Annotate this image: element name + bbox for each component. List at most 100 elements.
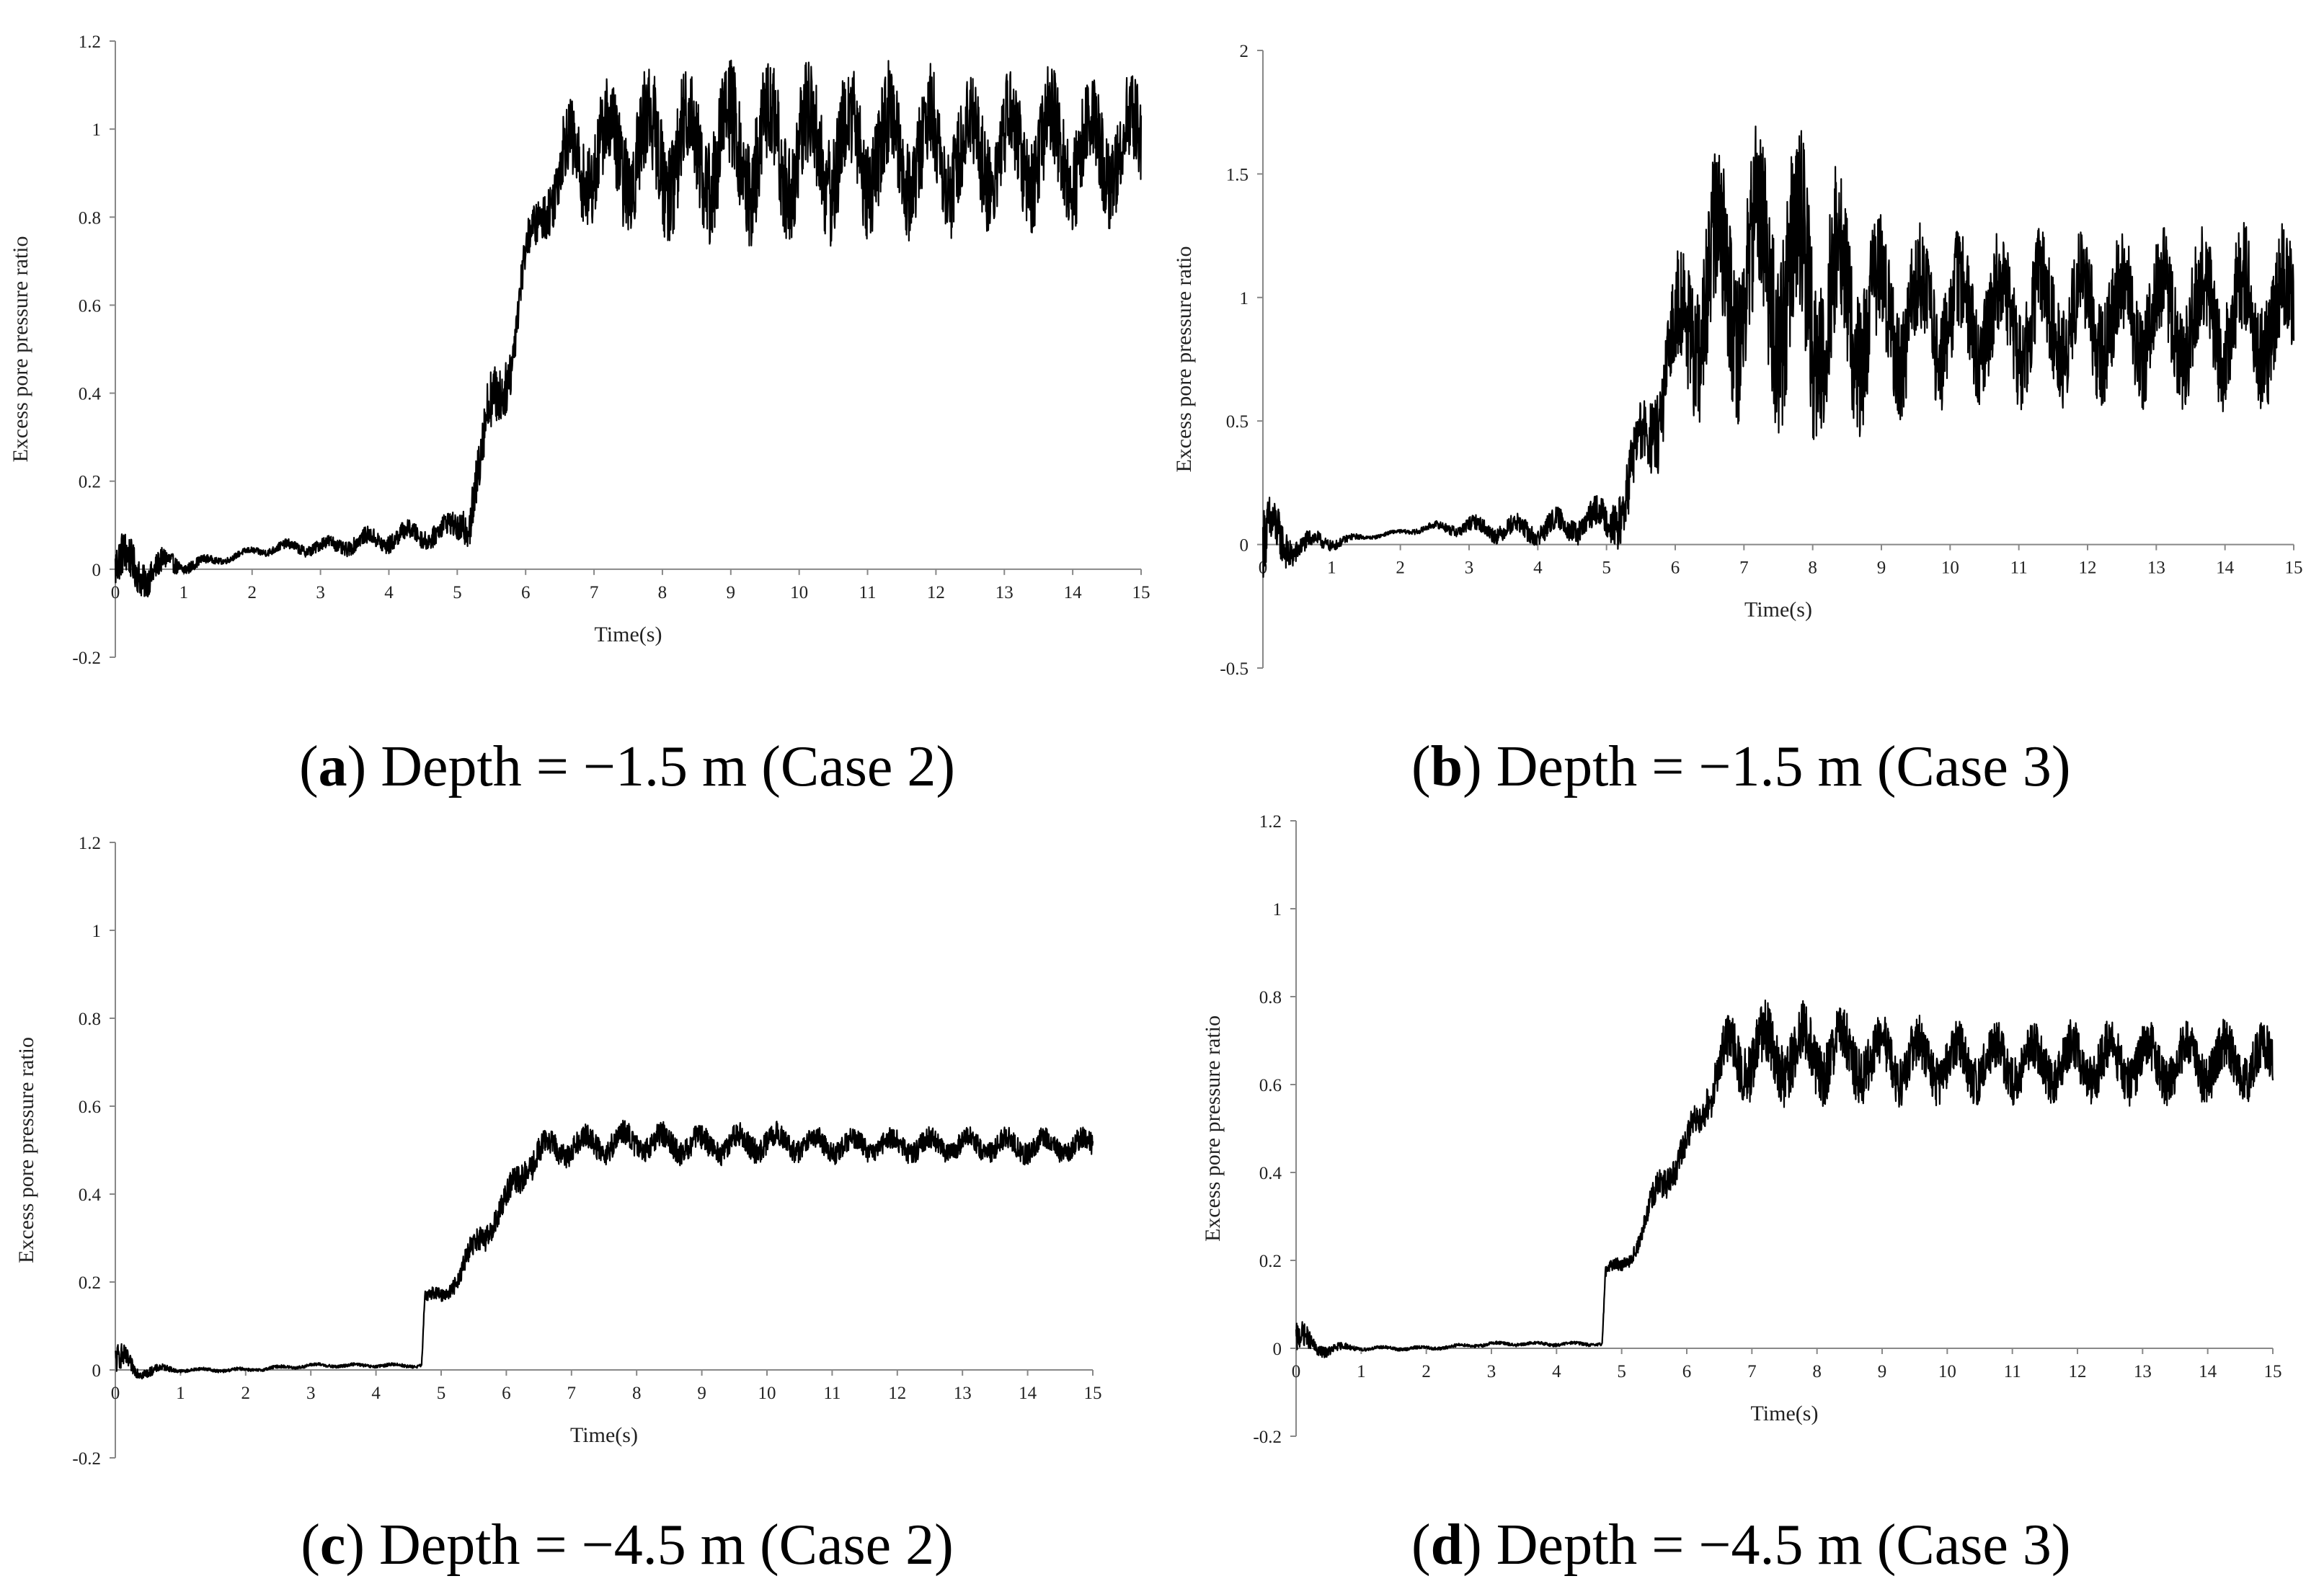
y-axis-title: Excess pore pressure ratio xyxy=(9,236,32,462)
x-tick-label: 2 xyxy=(247,583,257,602)
x-tick-label: 11 xyxy=(2004,1362,2021,1381)
y-tick-label: 2 xyxy=(1240,42,1249,61)
x-tick-label: 0 xyxy=(111,1384,120,1403)
x-tick-label: 13 xyxy=(2147,558,2165,578)
x-tick-label: 1 xyxy=(176,1384,185,1403)
x-tick-label: 3 xyxy=(316,583,325,602)
x-tick-label: 0 xyxy=(1292,1362,1301,1381)
x-tick-label: 4 xyxy=(371,1384,381,1403)
x-tick-label: 11 xyxy=(859,583,876,602)
x-tick-label: 8 xyxy=(1808,558,1817,578)
x-tick-label: 6 xyxy=(1682,1362,1692,1381)
x-tick-label: 10 xyxy=(758,1384,776,1403)
x-tick-label: 8 xyxy=(658,583,668,602)
x-tick-label: 5 xyxy=(1602,558,1611,578)
x-tick-label: 2 xyxy=(241,1384,251,1403)
y-tick-label: 1 xyxy=(92,922,102,941)
y-tick-label: 1.2 xyxy=(79,32,101,52)
panel-caption: (b) Depth = −1.5 m (Case 3) xyxy=(1411,735,2071,798)
y-tick-label: -0.5 xyxy=(1220,659,1249,679)
y-tick-label: 0.8 xyxy=(79,208,101,228)
x-tick-label: 12 xyxy=(2069,1362,2087,1381)
x-tick-label: 4 xyxy=(1533,558,1543,578)
y-tick-label: 0.4 xyxy=(1259,1164,1282,1183)
caption-text: ) Depth = −1.5 m (Case 2) xyxy=(347,735,955,798)
x-tick-label: 7 xyxy=(1739,558,1749,578)
x-tick-label: 10 xyxy=(1941,558,1959,578)
data-series-line xyxy=(1261,125,2295,578)
x-tick-label: 14 xyxy=(1019,1384,1037,1403)
x-tick-label: 10 xyxy=(1938,1362,1956,1381)
x-axis-title: Time(s) xyxy=(595,623,662,646)
y-tick-label: 0.4 xyxy=(79,385,102,404)
y-axis-title: Excess pore pressure ratio xyxy=(1172,246,1196,472)
x-tick-label: 3 xyxy=(306,1384,316,1403)
caption-open-paren: ( xyxy=(299,735,319,798)
caption-letter: c xyxy=(320,1513,346,1577)
x-tick-label: 7 xyxy=(1747,1362,1757,1381)
x-tick-label: 5 xyxy=(437,1384,446,1403)
y-tick-label: 1 xyxy=(1240,289,1249,308)
y-tick-label: -0.2 xyxy=(72,649,101,668)
y-tick-label: 0 xyxy=(92,561,102,580)
caption-text: ) Depth = −1.5 m (Case 3) xyxy=(1463,735,2070,798)
y-tick-label: 0.6 xyxy=(79,296,101,316)
x-tick-label: 9 xyxy=(1878,1362,1887,1381)
x-tick-label: 15 xyxy=(2264,1362,2282,1381)
y-tick-label: -0.2 xyxy=(72,1449,101,1469)
x-tick-label: 9 xyxy=(727,583,736,602)
y-tick-label: 0 xyxy=(92,1361,102,1381)
x-tick-label: 14 xyxy=(2199,1362,2217,1381)
y-tick-label: 0.6 xyxy=(79,1098,101,1117)
panel-c: -0.200.20.40.60.811.20 1 2 3 4 5 6 7 8 9 10 11 12 13 1… xyxy=(14,834,1102,1577)
x-tick-label: 3 xyxy=(1465,558,1474,578)
x-axis-title: Time(s) xyxy=(1744,598,1812,622)
x-tick-label: 1 xyxy=(1357,1362,1366,1381)
x-tick-label: 13 xyxy=(2134,1362,2152,1381)
x-tick-label: 15 xyxy=(1084,1384,1102,1403)
x-axis-title: Time(s) xyxy=(570,1423,638,1447)
caption-open-paren: ( xyxy=(301,1513,320,1577)
x-tick-label: 7 xyxy=(567,1384,577,1403)
y-tick-label: 0.2 xyxy=(1259,1252,1282,1271)
x-tick-label: 4 xyxy=(384,583,394,602)
x-tick-label: 9 xyxy=(697,1384,706,1403)
y-tick-label: 1 xyxy=(1273,900,1282,920)
x-tick-label: 15 xyxy=(1132,583,1150,602)
data-series-line xyxy=(1295,1000,2274,1358)
y-tick-label: 0.6 xyxy=(1259,1076,1282,1095)
y-tick-label: 0.8 xyxy=(1259,988,1282,1007)
data-series-line xyxy=(114,59,1143,597)
x-tick-label: 6 xyxy=(521,583,531,602)
x-tick-label: 0 xyxy=(111,583,120,602)
x-tick-label: 10 xyxy=(790,583,808,602)
y-axis-title: Excess pore pressure ratio xyxy=(1201,1015,1225,1242)
x-tick-label: 7 xyxy=(590,583,599,602)
x-tick-label: 6 xyxy=(1671,558,1680,578)
x-tick-label: 15 xyxy=(2285,558,2303,578)
caption-letter: a xyxy=(319,735,347,798)
y-tick-label: 0 xyxy=(1240,536,1249,556)
x-tick-label: 12 xyxy=(2079,558,2097,578)
x-tick-label: 9 xyxy=(1877,558,1886,578)
x-tick-label: 11 xyxy=(823,1384,841,1403)
x-tick-label: 1 xyxy=(1327,558,1336,578)
panel-b: -0.500.511.520 1 2 3 4 5 6 7 8 9 10 11 12 13 14 15Time(… xyxy=(1172,42,2303,798)
y-tick-label: 1.2 xyxy=(79,834,101,853)
x-axis-title: Time(s) xyxy=(1751,1402,1819,1425)
caption-letter: b xyxy=(1431,735,1463,798)
y-tick-label: 0 xyxy=(1273,1340,1282,1359)
data-series-line xyxy=(114,1119,1094,1380)
y-tick-label: 0.5 xyxy=(1226,412,1249,432)
y-tick-label: 1 xyxy=(92,120,102,140)
x-tick-label: 12 xyxy=(927,583,945,602)
x-tick-label: 5 xyxy=(1617,1362,1626,1381)
y-tick-label: 0.2 xyxy=(79,473,101,492)
panel-a: -0.200.20.40.60.811.20 1 2 3 4 5 6 7 8 9 10 11 12 13 1… xyxy=(9,32,1150,798)
caption-text: ) Depth = −4.5 m (Case 2) xyxy=(345,1513,953,1577)
caption-open-paren: ( xyxy=(1411,1513,1431,1577)
x-tick-label: 3 xyxy=(1487,1362,1496,1381)
x-tick-label: 4 xyxy=(1552,1362,1561,1381)
y-tick-label: 0.8 xyxy=(79,1010,101,1029)
